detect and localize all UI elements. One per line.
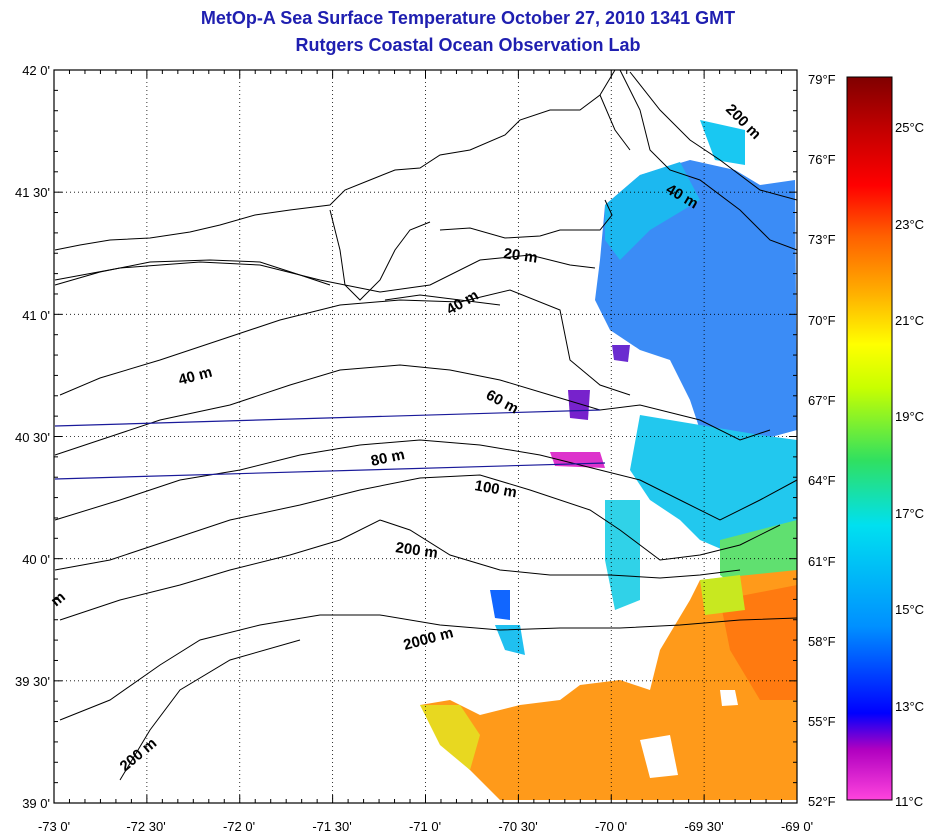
fahrenheit-label: 55°F bbox=[808, 714, 836, 729]
isobath-label: m bbox=[48, 588, 69, 610]
fahrenheit-label: 61°F bbox=[808, 554, 836, 569]
lon-label: -73 0' bbox=[38, 819, 70, 834]
lon-label: -72 0' bbox=[223, 819, 255, 834]
fahrenheit-label: 73°F bbox=[808, 232, 836, 247]
isobath-label: 40 m bbox=[177, 364, 214, 389]
sst-warm-water bbox=[420, 570, 797, 800]
isobath-label: 100 m bbox=[473, 477, 518, 501]
fahrenheit-label: 70°F bbox=[808, 313, 836, 328]
celsius-label: 11°C bbox=[895, 794, 923, 809]
lon-label: -71 0' bbox=[409, 819, 441, 834]
lat-label: 42 0' bbox=[22, 63, 50, 78]
fahrenheit-labels: 79°F 76°F 73°F 70°F 67°F 64°F 61°F 58°F … bbox=[808, 72, 836, 809]
lat-label: 39 0' bbox=[22, 796, 50, 811]
isobath-label: 20 m bbox=[502, 245, 538, 267]
celsius-label: 23°C bbox=[895, 217, 924, 232]
celsius-label: 21°C bbox=[895, 313, 924, 328]
lon-label: -72 30' bbox=[126, 819, 165, 834]
map-ticks bbox=[53, 69, 798, 804]
latitude-labels: 42 0' 41 30' 41 0' 40 30' 40 0' 39 30' 3… bbox=[15, 63, 50, 811]
lon-label: -71 30' bbox=[312, 819, 351, 834]
map-title: MetOp-A Sea Surface Temperature October … bbox=[200, 8, 736, 28]
celsius-labels: 25°C 23°C 21°C 19°C 17°C 15°C 13°C 11°C bbox=[895, 120, 924, 809]
longitude-labels: -73 0' -72 30' -72 0' -71 30' -71 0' -70… bbox=[38, 819, 813, 834]
isobath-label: 200 m bbox=[117, 735, 161, 775]
fahrenheit-label: 76°F bbox=[808, 152, 836, 167]
isobath-label: 80 m bbox=[369, 446, 406, 470]
isobath-label: 40 m bbox=[444, 287, 482, 319]
lat-label: 39 30' bbox=[15, 674, 50, 689]
lon-label: -70 0' bbox=[595, 819, 627, 834]
celsius-label: 17°C bbox=[895, 506, 924, 521]
fahrenheit-label: 64°F bbox=[808, 473, 836, 488]
celsius-label: 25°C bbox=[895, 120, 924, 135]
fahrenheit-label: 58°F bbox=[808, 634, 836, 649]
lon-label: -69 0' bbox=[781, 819, 813, 834]
lat-label: 40 0' bbox=[22, 552, 50, 567]
isobaths bbox=[54, 69, 798, 781]
map-subtitle: Rutgers Coastal Ocean Observation Lab bbox=[295, 35, 641, 55]
track-lines bbox=[54, 409, 606, 480]
coastline bbox=[54, 69, 631, 306]
lat-label: 40 30' bbox=[15, 430, 50, 445]
fahrenheit-label: 79°F bbox=[808, 72, 836, 87]
lon-label: -69 30' bbox=[684, 819, 723, 834]
lon-label: -70 30' bbox=[498, 819, 537, 834]
fahrenheit-label: 52°F bbox=[808, 794, 836, 809]
celsius-label: 19°C bbox=[895, 409, 924, 424]
lat-label: 41 0' bbox=[22, 308, 50, 323]
celsius-label: 13°C bbox=[895, 699, 924, 714]
isobath-label: 200 m bbox=[394, 539, 438, 562]
celsius-label: 15°C bbox=[895, 602, 924, 617]
fahrenheit-label: 67°F bbox=[808, 393, 836, 408]
colorbar bbox=[846, 76, 893, 801]
lat-label: 41 30' bbox=[15, 185, 50, 200]
isobath-label: 2000 m bbox=[402, 624, 456, 654]
sst-cool-water bbox=[490, 120, 797, 655]
